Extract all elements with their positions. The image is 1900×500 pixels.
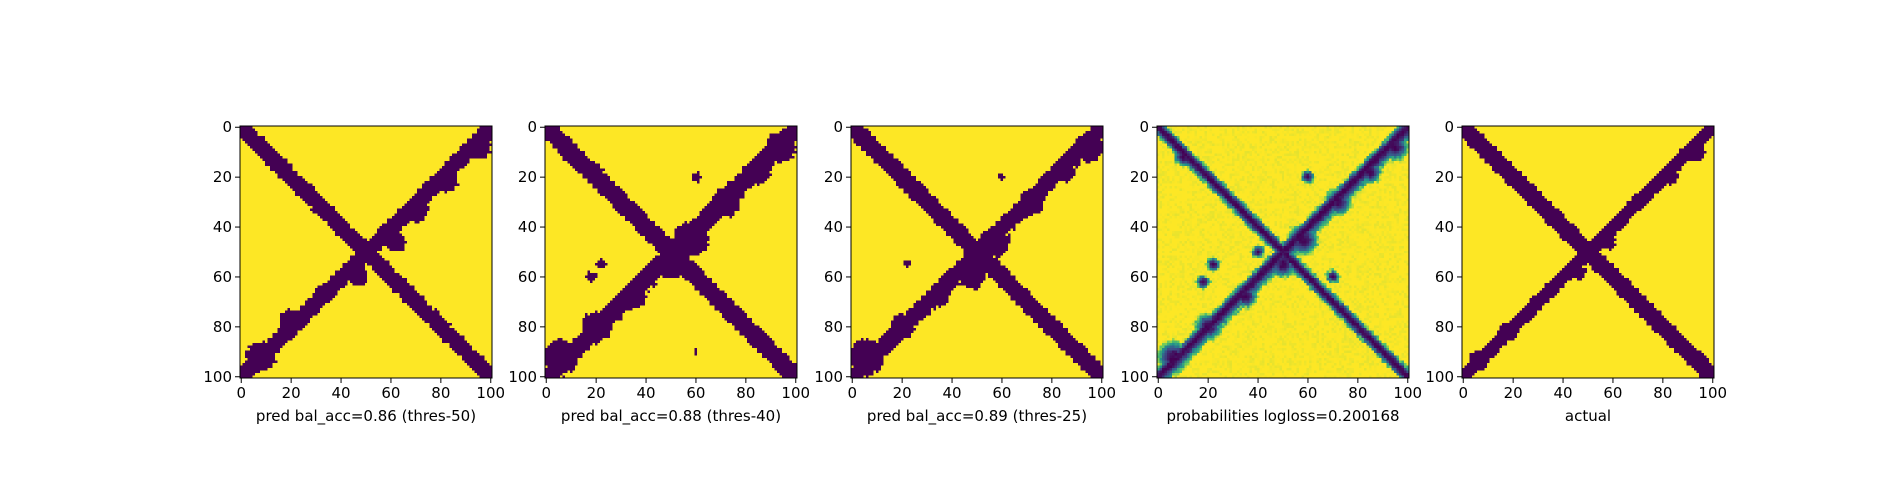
x-axis-label: probabilities logloss=0.200168 (1166, 407, 1399, 425)
y-tick-label: 100 (203, 368, 232, 386)
y-tick-label: 80 (518, 318, 537, 336)
x-tick-label: 100 (1698, 384, 1727, 402)
x-tick-label: 60 (992, 384, 1011, 402)
heatmap-image (545, 126, 797, 378)
heatmap-image (851, 126, 1103, 378)
y-tick-label: 60 (1435, 268, 1454, 286)
y-tick-label: 40 (213, 218, 232, 236)
heatmap-image (1462, 126, 1714, 378)
x-tick-label: 100 (1393, 384, 1422, 402)
axes-frame (239, 125, 493, 379)
x-axis-label: pred bal_acc=0.86 (thres-50) (256, 407, 476, 426)
x-tick-label: 60 (1603, 384, 1622, 402)
x-tick-label: 100 (1087, 384, 1116, 402)
x-tick-label: 60 (1298, 384, 1317, 402)
y-tick-label: 60 (518, 268, 537, 286)
x-tick-label: 40 (943, 384, 962, 402)
x-axis-label: pred bal_acc=0.89 (thres-25) (867, 407, 1087, 426)
y-tick-label: 40 (1435, 218, 1454, 236)
axes-frame (850, 125, 1104, 379)
x-tick-label: 40 (1249, 384, 1268, 402)
y-tick-label: 80 (213, 318, 232, 336)
y-tick-label: 20 (518, 168, 537, 186)
y-tick-label: 40 (824, 218, 843, 236)
y-tick-label: 0 (527, 118, 537, 136)
x-tick-label: 80 (1653, 384, 1672, 402)
y-tick-label: 20 (824, 168, 843, 186)
x-tick-label: 80 (431, 384, 450, 402)
x-tick-label: 100 (476, 384, 505, 402)
y-tick-label: 0 (1444, 118, 1454, 136)
x-tick-label: 20 (587, 384, 606, 402)
y-tick-label: 60 (824, 268, 843, 286)
y-tick-label: 0 (1139, 118, 1149, 136)
y-tick-label: 40 (518, 218, 537, 236)
x-tick-label: 0 (1458, 384, 1468, 402)
y-tick-label: 60 (1130, 268, 1149, 286)
x-tick-label: 0 (847, 384, 857, 402)
y-tick-label: 40 (1130, 218, 1149, 236)
heatmap-image (1157, 126, 1409, 378)
x-tick-label: 40 (1554, 384, 1573, 402)
y-tick-label: 80 (824, 318, 843, 336)
x-tick-label: 100 (781, 384, 810, 402)
y-tick-label: 100 (814, 368, 843, 386)
x-tick-label: 0 (1153, 384, 1163, 402)
y-tick-label: 0 (833, 118, 843, 136)
axes-frame (1461, 125, 1715, 379)
x-tick-label: 40 (332, 384, 351, 402)
x-tick-label: 80 (736, 384, 755, 402)
x-tick-label: 20 (282, 384, 301, 402)
x-tick-label: 20 (1199, 384, 1218, 402)
axes-frame (544, 125, 798, 379)
y-tick-label: 20 (213, 168, 232, 186)
y-tick-label: 100 (1120, 368, 1149, 386)
x-tick-label: 60 (686, 384, 705, 402)
y-tick-label: 100 (508, 368, 537, 386)
x-axis-label: actual (1565, 407, 1611, 425)
y-tick-label: 0 (222, 118, 232, 136)
y-tick-label: 100 (1425, 368, 1454, 386)
y-tick-label: 80 (1435, 318, 1454, 336)
x-tick-label: 60 (381, 384, 400, 402)
y-tick-label: 80 (1130, 318, 1149, 336)
x-tick-label: 0 (236, 384, 246, 402)
heatmap-image (240, 126, 492, 378)
x-tick-label: 0 (541, 384, 551, 402)
x-tick-label: 80 (1348, 384, 1367, 402)
x-tick-label: 80 (1042, 384, 1061, 402)
x-tick-label: 40 (637, 384, 656, 402)
y-tick-label: 20 (1130, 168, 1149, 186)
x-tick-label: 20 (893, 384, 912, 402)
y-tick-label: 60 (213, 268, 232, 286)
y-tick-label: 20 (1435, 168, 1454, 186)
axes-frame (1156, 125, 1410, 379)
x-tick-label: 20 (1504, 384, 1523, 402)
x-axis-label: pred bal_acc=0.88 (thres-40) (561, 407, 781, 426)
